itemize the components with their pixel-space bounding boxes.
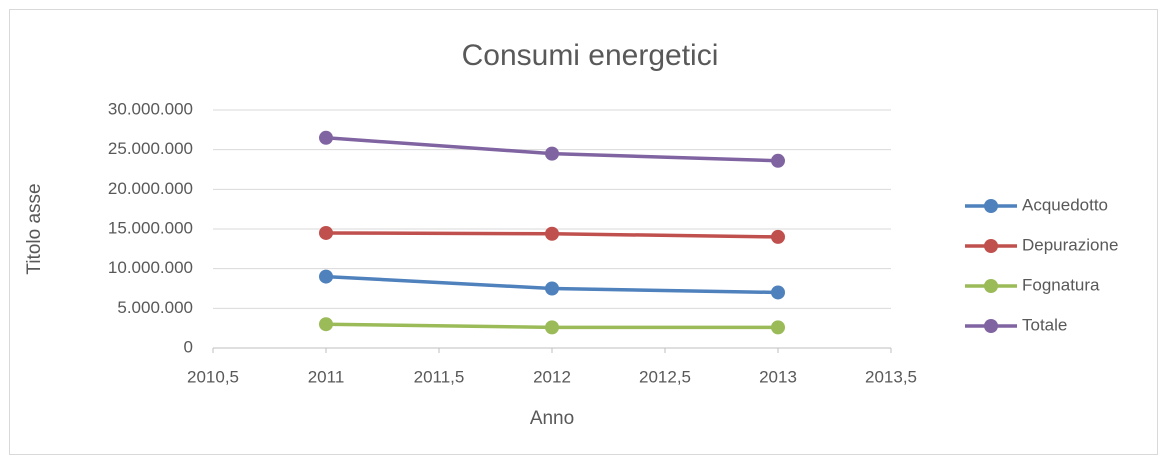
legend-marker — [984, 199, 998, 213]
x-tick-label: 2010,5 — [187, 367, 239, 386]
legend-marker — [984, 239, 998, 253]
x-tick-label: 2012 — [533, 367, 571, 386]
legend-label: Acquedotto — [1022, 195, 1108, 214]
x-tick-label: 2013 — [759, 367, 797, 386]
chart-title: Consumi energetici — [462, 39, 719, 72]
legend-label: Depurazione — [1022, 235, 1118, 254]
y-tick-label: 30.000.000 — [108, 99, 193, 118]
x-tick-label: 2011,5 — [414, 367, 465, 386]
data-point — [771, 285, 785, 300]
data-point — [545, 281, 559, 296]
legend-label: Fognatura — [1022, 275, 1100, 294]
x-tick-label: 2013,5 — [865, 367, 917, 386]
data-point — [319, 225, 333, 240]
y-tick-label: 25.000.000 — [108, 139, 193, 158]
data-point — [319, 130, 333, 145]
data-point — [319, 317, 333, 332]
y-tick-label: 5.000.000 — [117, 298, 193, 317]
chart-border — [9, 9, 1158, 455]
x-axis-title: Anno — [530, 408, 574, 429]
data-point — [545, 146, 559, 161]
y-tick-label: 0 — [184, 337, 193, 356]
data-point — [771, 320, 785, 335]
data-point — [545, 226, 559, 241]
legend-label: Totale — [1022, 315, 1067, 334]
legend-marker — [984, 279, 998, 293]
data-point — [771, 153, 785, 168]
x-tick-label: 2012,5 — [639, 367, 691, 386]
y-tick-label: 20.000.000 — [108, 179, 193, 198]
y-tick-label: 10.000.000 — [108, 258, 193, 277]
y-axis-title: Titolo asse — [24, 183, 45, 274]
data-point — [319, 269, 333, 284]
data-point — [771, 229, 785, 244]
data-point — [545, 320, 559, 335]
legend-marker — [984, 319, 998, 333]
x-tick-label: 2011 — [308, 367, 345, 386]
y-tick-label: 15.000.000 — [108, 218, 193, 237]
